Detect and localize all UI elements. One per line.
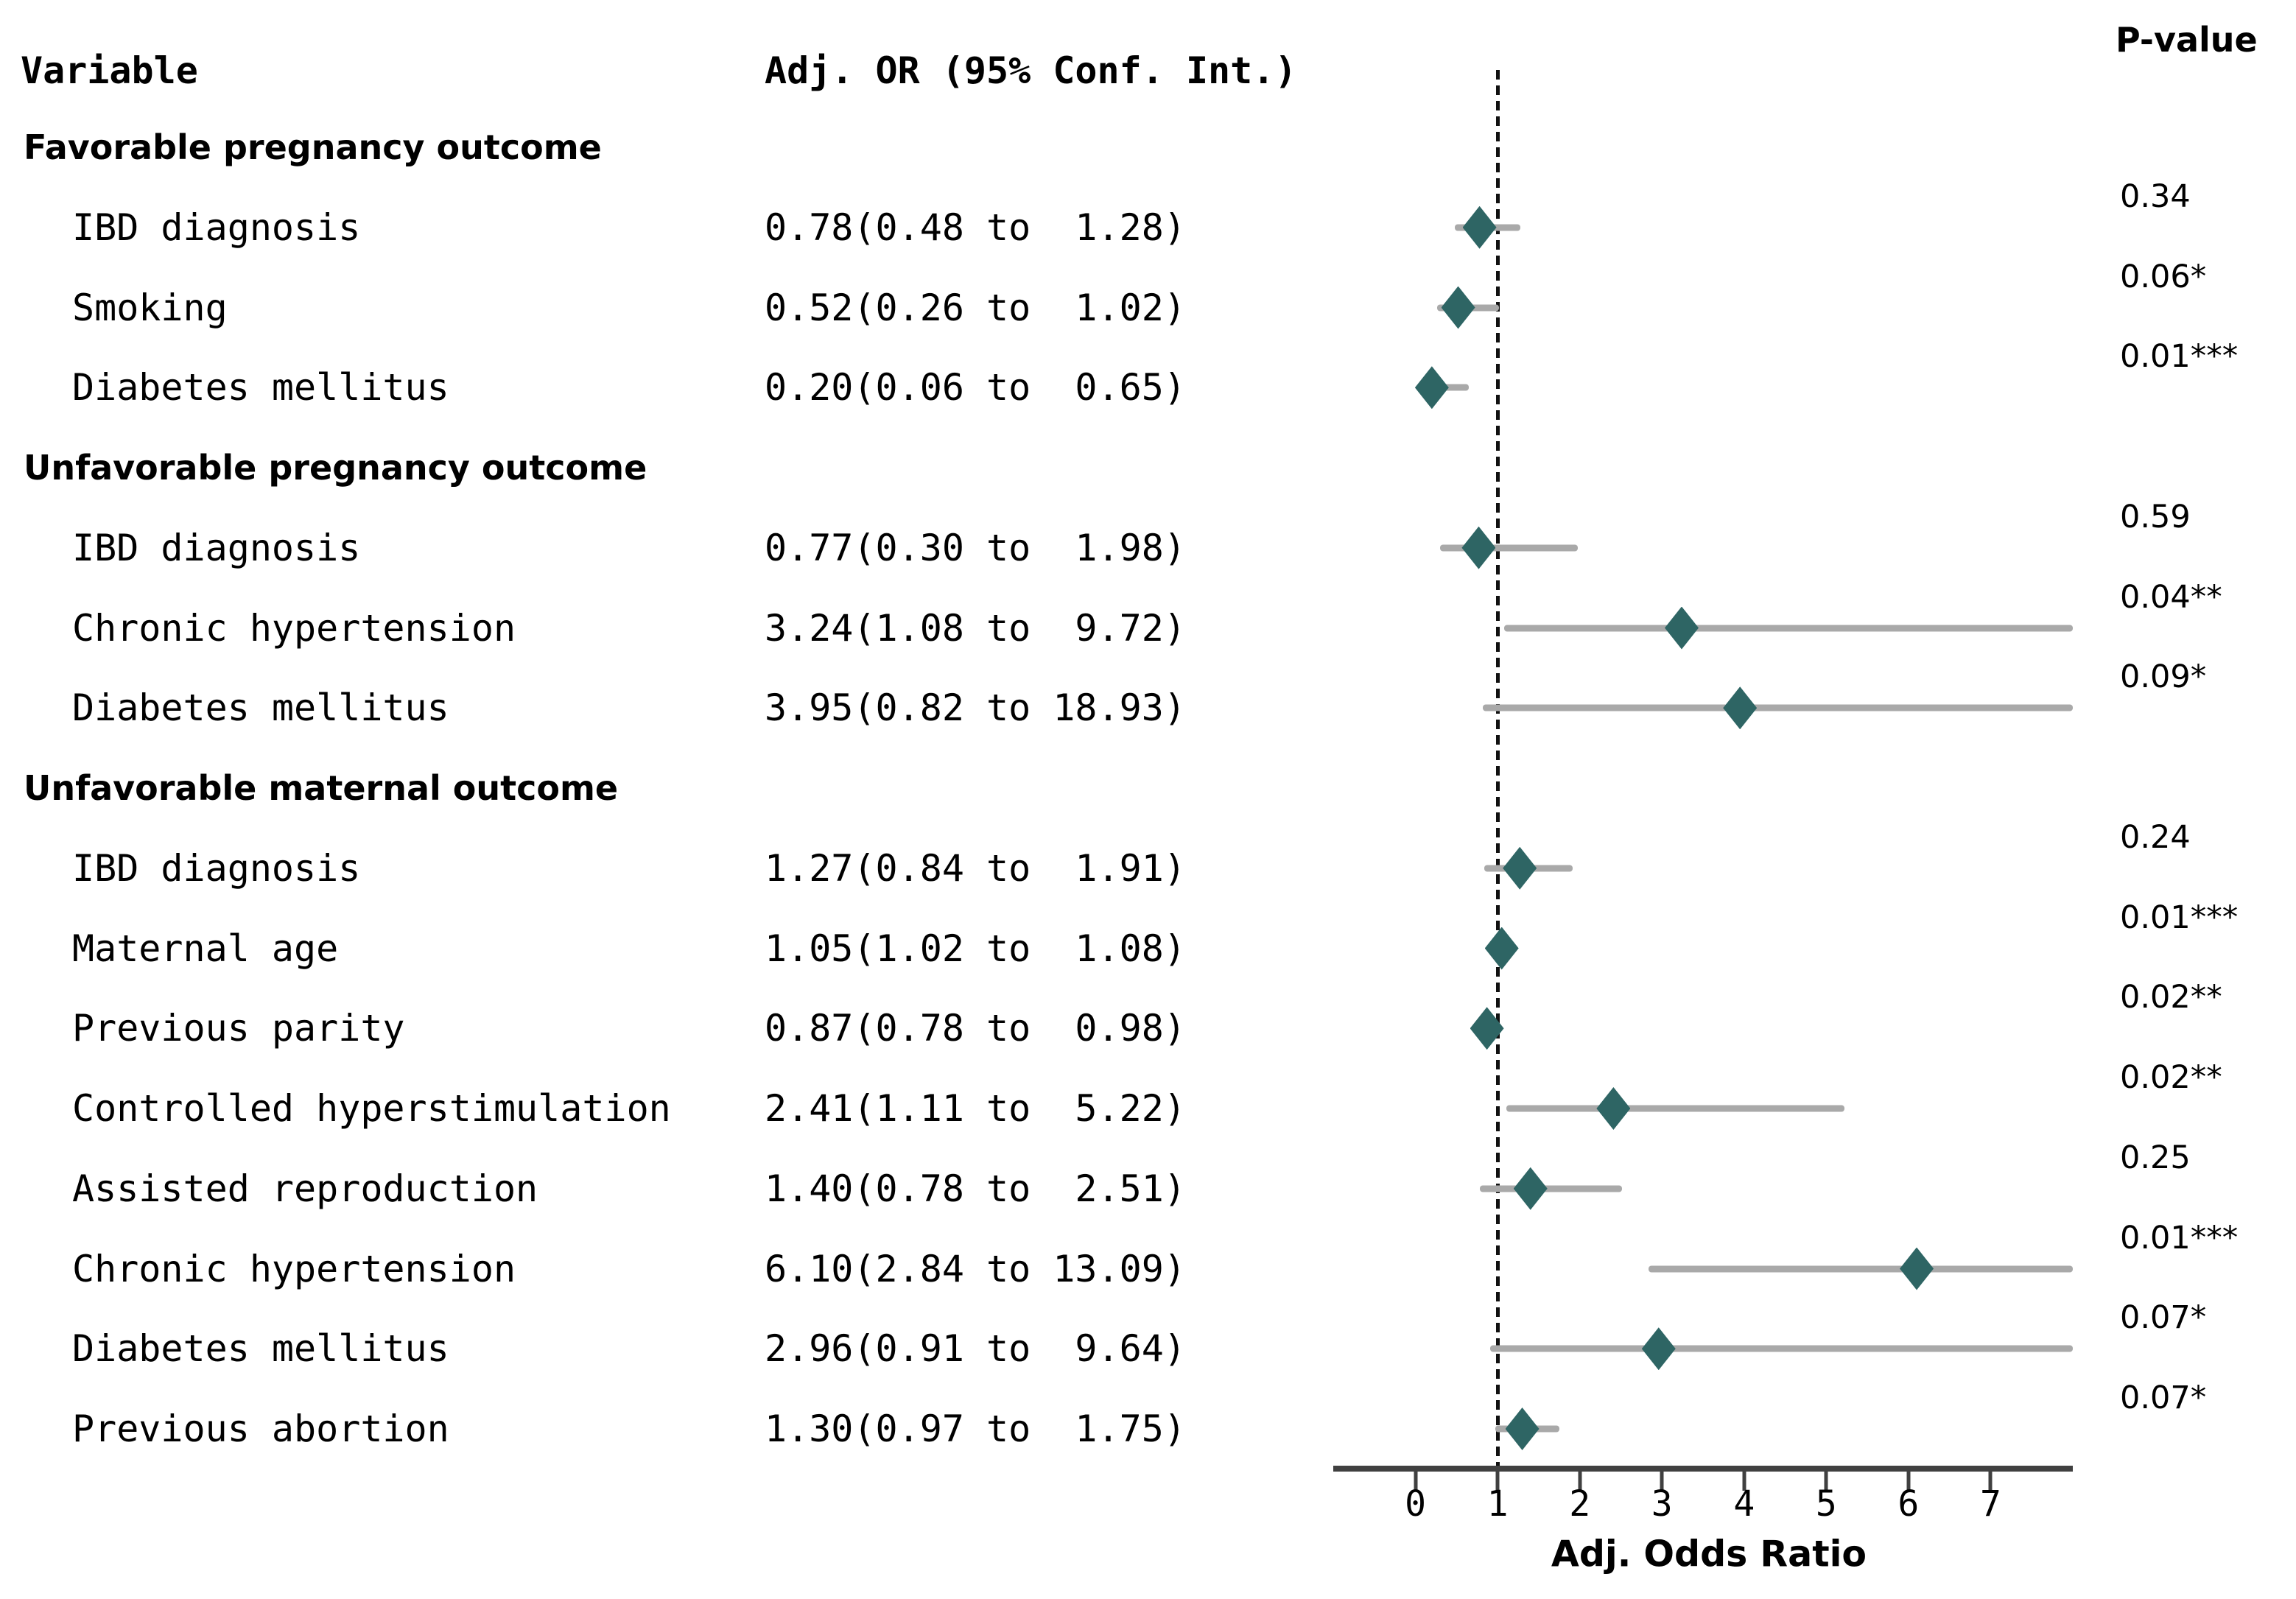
confidence-interval-line (1483, 704, 2073, 711)
confidence-interval-line (1649, 1265, 2073, 1272)
row-or-ci-value: 3.95(0.82 to 18.93) (765, 686, 1186, 730)
row-or-ci-value: 2.41(1.11 to 5.22) (765, 1087, 1186, 1130)
odds-ratio-diamond-marker (1513, 1167, 1548, 1210)
confidence-interval-line (1440, 544, 1579, 552)
row-p-value: 0.01*** (2120, 338, 2239, 376)
row-variable-label: Chronic hypertension (72, 606, 516, 650)
row-or-ci-value: 3.24(1.08 to 9.72) (765, 606, 1186, 650)
row-or-ci-value: 1.30(0.97 to 1.75) (765, 1408, 1186, 1450)
x-axis-tick-mark (1824, 1469, 1828, 1491)
column-header-variable: Variable (21, 49, 198, 92)
x-axis-tick-label: 2 (1569, 1483, 1591, 1525)
row-or-ci-value: 0.78(0.48 to 1.28) (765, 205, 1186, 249)
row-p-value: 0.24 (2120, 818, 2191, 856)
row-variable-label: Smoking (72, 286, 228, 329)
row-p-value: 0.34 (2120, 178, 2191, 215)
x-axis-tick-mark (1414, 1469, 1418, 1491)
x-axis-tick-label: 6 (1897, 1483, 1920, 1525)
row-p-value: 0.01*** (2120, 1219, 2239, 1257)
odds-ratio-diamond-marker (1503, 846, 1537, 890)
row-variable-label: Controlled hyperstimulation (72, 1087, 671, 1130)
row-or-ci-value: 0.77(0.30 to 1.98) (765, 526, 1186, 569)
odds-ratio-diamond-marker (1900, 1247, 1934, 1290)
row-variable-label: Chronic hypertension (72, 1247, 516, 1290)
x-axis-tick-mark (1742, 1469, 1746, 1491)
section-header: Unfavorable pregnancy outcome (24, 448, 647, 488)
odds-ratio-diamond-marker (1596, 1087, 1631, 1130)
section-header: Favorable pregnancy outcome (24, 127, 602, 167)
row-variable-label: IBD diagnosis (72, 846, 361, 890)
confidence-interval-line (1504, 625, 2073, 631)
row-or-ci-value: 0.87(0.78 to 0.98) (765, 1007, 1186, 1050)
section-header: Unfavorable maternal outcome (24, 768, 619, 808)
x-axis-tick-mark (1988, 1469, 1993, 1491)
odds-ratio-diamond-marker (1441, 286, 1475, 329)
row-variable-label: IBD diagnosis (72, 205, 361, 249)
row-or-ci-value: 2.96(0.91 to 9.64) (765, 1327, 1186, 1371)
row-variable-label: IBD diagnosis (72, 526, 361, 569)
odds-ratio-diamond-marker (1414, 366, 1449, 410)
row-p-value: 0.07* (2120, 1380, 2207, 1416)
row-or-ci-value: 6.10(2.84 to 13.09) (765, 1247, 1186, 1290)
odds-ratio-diamond-marker (1723, 686, 1758, 730)
row-or-ci-value: 1.05(1.02 to 1.08) (765, 927, 1186, 970)
row-p-value: 0.06* (2120, 258, 2207, 295)
x-axis-tick-label: 7 (1979, 1483, 2001, 1525)
row-p-value: 0.59 (2120, 498, 2191, 535)
row-p-value: 0.02** (2120, 979, 2222, 1016)
odds-ratio-diamond-marker (1505, 1408, 1540, 1450)
row-or-ci-value: 1.27(0.84 to 1.91) (765, 846, 1186, 890)
row-p-value: 0.07* (2120, 1299, 2207, 1337)
x-axis-line (1333, 1466, 2073, 1472)
row-variable-label: Previous abortion (72, 1408, 449, 1450)
odds-ratio-diamond-marker (1461, 526, 1496, 569)
row-variable-label: Previous parity (72, 1007, 405, 1050)
column-header-pvalue: P-value (2116, 20, 2258, 60)
confidence-interval-line (1479, 1185, 1622, 1192)
x-axis-tick-label: 1 (1486, 1483, 1509, 1525)
row-or-ci-value: 1.40(0.78 to 2.51) (765, 1167, 1186, 1210)
x-axis-tick-label: 3 (1651, 1483, 1673, 1525)
odds-ratio-diamond-marker (1462, 205, 1497, 249)
row-variable-label: Diabetes mellitus (72, 1327, 449, 1371)
row-p-value: 0.09* (2120, 658, 2207, 696)
row-variable-label: Maternal age (72, 927, 339, 970)
x-axis-tick-label: 0 (1405, 1483, 1426, 1525)
row-p-value: 0.01*** (2120, 899, 2239, 936)
row-or-ci-value: 0.20(0.06 to 0.65) (765, 366, 1186, 410)
x-axis-tick-label: 5 (1815, 1483, 1837, 1525)
column-header-or: Adj. OR (95% Conf. Int.) (765, 49, 1297, 92)
row-p-value: 0.02** (2120, 1059, 2222, 1096)
row-variable-label: Assisted reproduction (72, 1167, 538, 1210)
odds-ratio-diamond-marker (1484, 927, 1519, 970)
row-or-ci-value: 0.52(0.26 to 1.02) (765, 286, 1186, 329)
row-p-value: 0.04** (2120, 578, 2222, 616)
odds-ratio-diamond-marker (1641, 1327, 1676, 1371)
odds-ratio-diamond-marker (1664, 606, 1699, 650)
x-axis-tick-label: 4 (1733, 1483, 1755, 1525)
x-axis-tick-mark (1906, 1469, 1911, 1491)
x-axis-tick-mark (1660, 1469, 1664, 1491)
x-axis-title: Adj. Odds Ratio (1551, 1533, 1867, 1575)
row-variable-label: Diabetes mellitus (72, 686, 449, 730)
reference-line (1495, 70, 1500, 1469)
x-axis-tick-mark (1495, 1469, 1500, 1491)
confidence-interval-line (1506, 1105, 1844, 1112)
confidence-interval-line (1490, 1345, 2073, 1352)
x-axis-tick-mark (1578, 1469, 1582, 1491)
row-variable-label: Diabetes mellitus (72, 366, 449, 410)
row-p-value: 0.25 (2120, 1139, 2191, 1176)
